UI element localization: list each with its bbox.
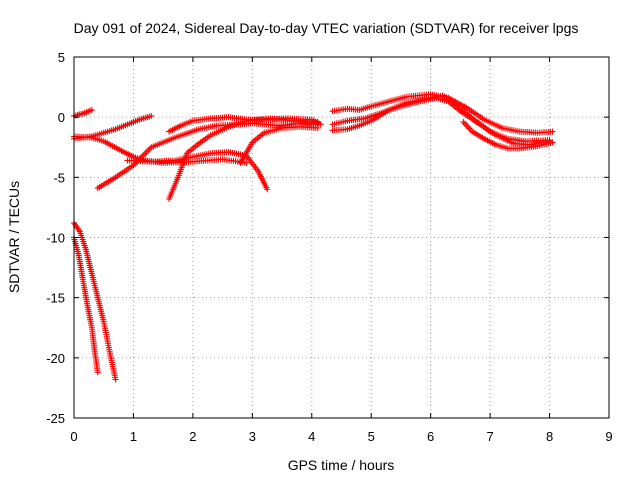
data-point bbox=[112, 376, 119, 383]
series-arc-7 bbox=[166, 114, 324, 135]
series-points bbox=[71, 91, 556, 383]
x-tick-label: 2 bbox=[189, 429, 196, 444]
x-tick-label: 5 bbox=[368, 429, 375, 444]
x-tick-label: 7 bbox=[486, 429, 493, 444]
y-tick-labels: -25 -20 -15 -10 -5 0 5 bbox=[46, 50, 65, 426]
x-axis-label: GPS time / hours bbox=[288, 457, 395, 473]
series-arc-8 bbox=[237, 123, 321, 166]
x-tick-labels: 0 1 2 3 4 5 6 7 8 9 bbox=[70, 429, 612, 444]
chart-title: Day 091 of 2024, Sidereal Day-to-day VTE… bbox=[74, 20, 579, 36]
x-tick-label: 8 bbox=[546, 429, 553, 444]
x-tick-label: 1 bbox=[130, 429, 137, 444]
series-arc-12 bbox=[460, 118, 556, 152]
series-arc-5 bbox=[124, 149, 271, 193]
y-tick-label: -20 bbox=[46, 351, 65, 366]
series-arc-11 bbox=[329, 92, 553, 145]
data-point bbox=[94, 369, 101, 376]
x-tick-label: 9 bbox=[605, 429, 612, 444]
data-point bbox=[243, 159, 250, 166]
data-point bbox=[264, 186, 271, 193]
y-tick-label: -15 bbox=[46, 291, 65, 306]
y-tick-label: -5 bbox=[53, 170, 65, 185]
data-point bbox=[317, 121, 324, 128]
series-arc-14 bbox=[71, 220, 119, 383]
y-tick-label: 5 bbox=[58, 50, 65, 65]
data-point bbox=[549, 128, 556, 135]
x-tick-label: 3 bbox=[249, 429, 256, 444]
series-arc-13 bbox=[71, 234, 101, 376]
axis-ticks bbox=[73, 56, 610, 419]
x-tick-label: 6 bbox=[427, 429, 434, 444]
data-point bbox=[148, 112, 155, 119]
data-point bbox=[314, 124, 321, 131]
y-tick-label: 0 bbox=[58, 110, 65, 125]
y-axis-label: SDTVAR / TECUs bbox=[6, 181, 22, 293]
x-tick-label: 0 bbox=[70, 429, 77, 444]
y-tick-label: -25 bbox=[46, 411, 65, 426]
series-arc-3 bbox=[71, 112, 155, 142]
x-tick-label: 4 bbox=[308, 429, 315, 444]
y-tick-label: -10 bbox=[46, 231, 65, 246]
data-point bbox=[549, 139, 556, 146]
data-point bbox=[88, 106, 95, 113]
